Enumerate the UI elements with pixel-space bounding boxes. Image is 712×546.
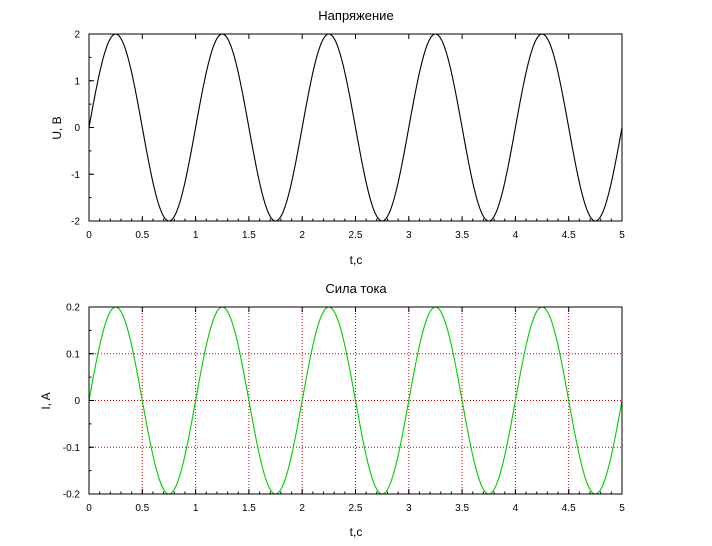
current-x-tick-label: 3: [406, 503, 412, 514]
current-series-line: [88, 306, 623, 495]
voltage-x-tick-label: 1.5: [242, 230, 256, 241]
voltage-y-axis-label: U, B: [50, 116, 64, 139]
voltage-x-tick-label: 0.5: [135, 230, 149, 241]
voltage-chart: Напряжение U, B 0 0.5 1 1.5 2 2.5 3 3.5 4 4.5 5 -2 -…: [50, 8, 625, 241]
current-x-axis-label: t,c: [350, 525, 363, 539]
voltage-y-tick-label: 2: [74, 30, 80, 41]
current-y-tick-label: 0.1: [66, 349, 80, 360]
voltage-x-tick-label: 4.5: [562, 230, 576, 241]
current-x-tick-label: 0.5: [135, 503, 149, 514]
voltage-x-tick-label: 5: [619, 230, 625, 241]
current-y-tick-label: -0.1: [63, 443, 81, 454]
voltage-x-tick-label: 2.5: [349, 230, 363, 241]
current-plot-frame: [88, 306, 623, 495]
current-y-tick-label: 0.2: [66, 303, 80, 314]
current-chart-title: Сила тока: [325, 281, 387, 296]
voltage-y-tick-label: 1: [74, 76, 80, 87]
voltage-series-line: [88, 33, 623, 222]
voltage-x-axis-label: t,c: [350, 253, 363, 267]
voltage-x-tick-label: 3.5: [455, 230, 469, 241]
current-chart: Сила тока I, A 0 0.5 1 1.5 2 2.5 3 3.5 4 4.5 5 -0.2…: [39, 281, 625, 539]
voltage-plot-frame: [88, 33, 623, 222]
current-x-tick-label: 0: [86, 503, 92, 514]
voltage-y-tick-label: -2: [71, 217, 80, 228]
voltage-x-tick-label: 0: [86, 230, 92, 241]
current-x-tick-label: 5: [619, 503, 625, 514]
current-y-tick-label: 0: [74, 396, 80, 407]
voltage-x-tick-label: 3: [406, 230, 412, 241]
current-x-tick-label: 4: [513, 503, 519, 514]
current-x-tick-label: 2.5: [349, 503, 363, 514]
voltage-y-tick-label: 0: [74, 123, 80, 134]
voltage-x-tick-label: 1: [193, 230, 199, 241]
voltage-chart-title: Напряжение: [318, 8, 393, 23]
current-y-tick-label: -0.2: [63, 490, 81, 501]
voltage-x-tick-label: 2: [299, 230, 305, 241]
current-x-tick-label: 4.5: [562, 503, 576, 514]
voltage-y-tick-label: -1: [71, 170, 80, 181]
current-y-axis-label: I, A: [39, 392, 53, 409]
current-x-tick-label: 1.5: [242, 503, 256, 514]
current-x-tick-label: 2: [299, 503, 305, 514]
voltage-x-tick-label: 4: [513, 230, 519, 241]
current-x-tick-label: 1: [193, 503, 199, 514]
current-x-tick-label: 3.5: [455, 503, 469, 514]
